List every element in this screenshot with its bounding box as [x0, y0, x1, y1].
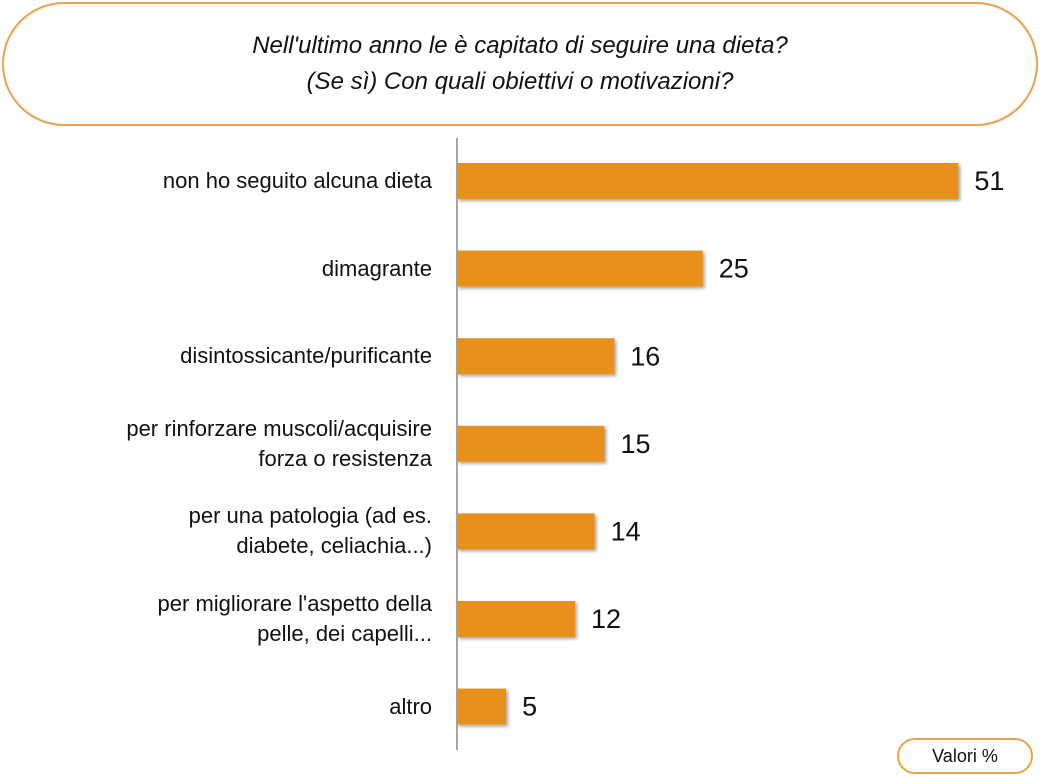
category-label: disintossicante/purificante	[180, 343, 432, 369]
bar	[457, 425, 605, 462]
bar	[457, 513, 595, 550]
value-label: 51	[974, 166, 1004, 196]
value-label: 12	[591, 604, 621, 634]
value-label: 15	[620, 429, 650, 459]
value-label: 5	[522, 692, 537, 722]
units-note: Valori %	[897, 738, 1033, 774]
value-label: 14	[611, 517, 641, 547]
value-label: 16	[630, 341, 660, 371]
category-label: per una patologia (ad es. diabete, celia…	[188, 503, 432, 559]
bar	[457, 601, 575, 637]
bar	[457, 250, 703, 287]
category-label: per migliorare l'aspetto della pelle, de…	[157, 591, 432, 646]
chart-title: Nell'ultimo anno le è capitato di seguir…	[2, 2, 1038, 126]
category-label: altro	[389, 693, 432, 719]
value-label: 25	[719, 254, 749, 284]
category-label: dimagrante	[321, 255, 432, 281]
category-label: non ho seguito alcuna dieta	[162, 168, 432, 193]
bar	[457, 163, 959, 199]
bar	[457, 338, 615, 375]
category-label: per rinforzare muscoli/acquisire forza o…	[126, 415, 432, 471]
bar	[457, 688, 507, 725]
